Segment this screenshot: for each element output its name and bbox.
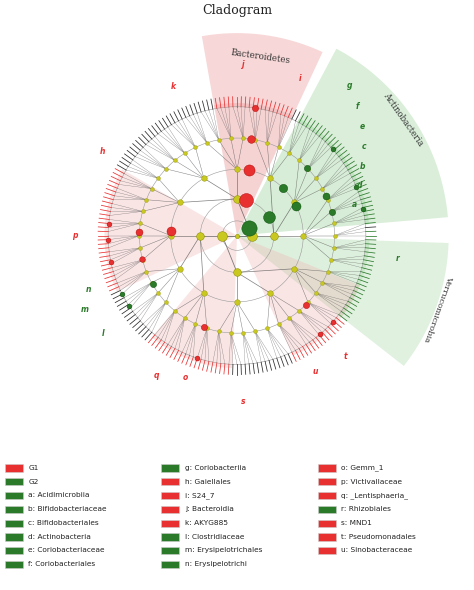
Text: d: Actinobacteria: d: Actinobacteria — [28, 534, 91, 540]
Text: a: Acidimicrobiia: a: Acidimicrobiia — [28, 492, 90, 499]
Bar — [5, 506, 23, 513]
Text: l: Clostridiaceae: l: Clostridiaceae — [185, 534, 244, 540]
Bar — [5, 520, 23, 527]
Polygon shape — [338, 240, 448, 366]
Bar — [318, 506, 336, 513]
Text: p: Victivallaceae: p: Victivallaceae — [341, 478, 402, 484]
Text: n: Erysipelotrichi: n: Erysipelotrichi — [185, 561, 247, 567]
Text: s: s — [240, 396, 245, 406]
Text: Cladogram: Cladogram — [202, 4, 272, 17]
Text: h: Gaiellales: h: Gaiellales — [185, 478, 230, 484]
Text: j: j — [242, 60, 244, 69]
Text: n: n — [85, 286, 91, 294]
Polygon shape — [214, 103, 293, 235]
Bar — [318, 533, 336, 540]
Bar — [5, 478, 23, 486]
Text: g: Coriobacteriia: g: Coriobacteriia — [185, 465, 246, 471]
Text: m: m — [81, 306, 89, 314]
Text: s: MND1: s: MND1 — [341, 520, 372, 526]
Text: G1: G1 — [28, 465, 39, 471]
Bar — [318, 520, 336, 527]
Bar — [5, 533, 23, 540]
Text: p: p — [72, 231, 78, 240]
Bar — [161, 478, 179, 486]
Text: r: Rhizobiales: r: Rhizobiales — [341, 506, 391, 512]
Text: t: Pseudomonadales: t: Pseudomonadales — [341, 534, 416, 540]
Text: G2: G2 — [28, 478, 39, 484]
Text: g: g — [347, 81, 353, 90]
Bar — [318, 547, 336, 555]
Polygon shape — [237, 235, 369, 317]
Polygon shape — [202, 33, 323, 119]
Text: q: _Lentisphaeria_: q: _Lentisphaeria_ — [341, 492, 408, 499]
Bar — [5, 464, 23, 471]
Text: i: i — [299, 74, 302, 83]
Text: u: u — [312, 366, 318, 376]
Bar — [161, 520, 179, 527]
Text: Bacteroidetes: Bacteroidetes — [231, 48, 292, 65]
Text: i: S24_7: i: S24_7 — [185, 492, 214, 499]
Bar — [318, 464, 336, 471]
Bar — [318, 478, 336, 486]
Bar — [5, 492, 23, 499]
Bar — [318, 492, 336, 499]
Bar — [161, 547, 179, 555]
Polygon shape — [237, 119, 369, 235]
Text: b: Bifidobacteriaceae: b: Bifidobacteriaceae — [28, 506, 107, 512]
Text: q: q — [153, 372, 159, 381]
Text: l: l — [101, 329, 104, 337]
Text: h: h — [100, 148, 105, 156]
Text: e: Coriobacteriaceae: e: Coriobacteriaceae — [28, 548, 105, 553]
Text: e: e — [359, 123, 365, 132]
Text: Verrucomicrobia: Verrucomicrobia — [422, 274, 454, 343]
Polygon shape — [298, 49, 448, 224]
Polygon shape — [104, 169, 237, 291]
Text: f: f — [356, 102, 359, 111]
Text: m: Erysipelotrichales: m: Erysipelotrichales — [185, 548, 262, 553]
Text: t: t — [344, 352, 347, 360]
Polygon shape — [237, 235, 360, 356]
Text: k: k — [171, 82, 176, 91]
Text: o: Gemm_1: o: Gemm_1 — [341, 464, 384, 471]
Text: b: b — [360, 162, 365, 171]
Text: a: a — [352, 199, 357, 209]
Bar — [161, 533, 179, 540]
Bar — [5, 561, 23, 568]
Text: o: o — [183, 373, 188, 382]
Text: c: c — [361, 142, 366, 152]
Text: c: Bifidobacteriales: c: Bifidobacteriales — [28, 520, 99, 526]
Text: j: Bacteroidia: j: Bacteroidia — [185, 506, 234, 512]
Text: d: d — [357, 182, 363, 191]
Text: k: AKYG885: k: AKYG885 — [185, 520, 228, 526]
Text: r: r — [395, 254, 399, 263]
Bar — [161, 464, 179, 471]
Text: Actinobacteria: Actinobacteria — [381, 91, 425, 148]
Bar — [5, 547, 23, 555]
Bar — [161, 561, 179, 568]
Text: u: Sinobacteraceae: u: Sinobacteraceae — [341, 548, 412, 553]
Text: f: Coriobacteriales: f: Coriobacteriales — [28, 561, 96, 567]
Bar — [161, 506, 179, 513]
Polygon shape — [152, 235, 237, 368]
Bar — [161, 492, 179, 499]
